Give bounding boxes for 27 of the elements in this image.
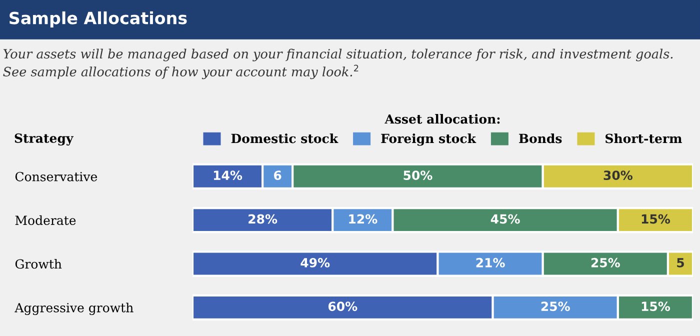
y-tick-label: Moderate	[15, 215, 76, 226]
y-tick-label: Growth	[15, 259, 62, 269]
data-label: 21%	[476, 258, 505, 268]
data-label: 6	[274, 170, 282, 180]
chart-subtitle: Your assets will be managed based on your financial situation, tolerance for risk, and investment goals. See sample allocations of how your account may look.$^{2}$	[3, 48, 673, 80]
y-tick-label: Aggressive growth	[14, 302, 134, 315]
data-label: 50%	[404, 170, 432, 180]
data-label: 25%	[541, 302, 570, 312]
data-label: 45%	[490, 214, 520, 224]
chart-title: Sample Allocations	[10, 11, 187, 28]
data-label: 25%	[591, 258, 620, 268]
data-label: 60%	[328, 302, 358, 312]
y-tick-label: Conservative	[15, 172, 98, 182]
data-label: 14%	[214, 170, 242, 180]
legend-label: Short-term	[606, 134, 682, 144]
data-label: 5	[677, 258, 684, 268]
data-label: 30%	[604, 170, 632, 180]
data-label: 15%	[642, 214, 670, 224]
data-label: 28%	[248, 214, 278, 224]
legend-label: Domestic stock	[231, 134, 338, 144]
legend-label: Foreign stock	[381, 134, 476, 146]
data-label: 12%	[349, 214, 378, 224]
legend-label: Bonds	[519, 134, 562, 144]
legend-title: Asset allocation:	[384, 114, 500, 124]
data-label: 15%	[642, 302, 670, 312]
data-label: 49%	[300, 258, 330, 268]
y-axis-title: Strategy	[14, 133, 74, 146]
